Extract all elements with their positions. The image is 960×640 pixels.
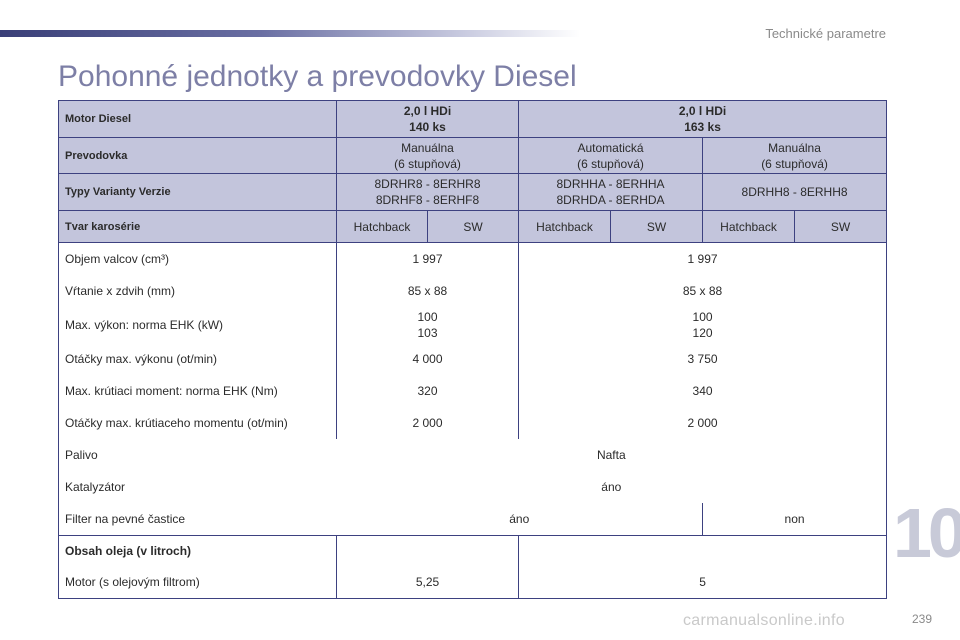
oil-a: 5,25 [335, 566, 519, 599]
gearbox-c-type: Manuálna [768, 140, 821, 155]
engine-b-cell: 2,0 l HDi 163 ks [518, 100, 888, 138]
row-oil-engine: Motor (s olejovým filtrom) 5,25 5 [58, 566, 888, 599]
gearbox-a-speeds: (6 stupňová) [394, 156, 461, 171]
row-torque-rpm: Otáčky max. krútiaceho momentu (ot/min) … [58, 406, 888, 439]
engine-a-cell: 2,0 l HDi 140 ks [335, 100, 520, 138]
gearbox-label: Prevodovka [58, 137, 337, 174]
row-body: Tvar karosérie Hatchback SW Hatchback SW… [58, 210, 888, 243]
engine-b-name: 2,0 l HDi [678, 104, 727, 118]
row-gearbox: Prevodovka Manuálna (6 stupňová) Automat… [58, 137, 888, 174]
fuel-label: Palivo [58, 438, 337, 471]
row-catalyst: Katalyzátor áno [58, 470, 888, 503]
power-rpm-label: Otáčky max. výkonu (ot/min) [58, 342, 337, 375]
bore-a: 85 x 88 [335, 274, 519, 307]
power-b-value-1: 100 [692, 309, 713, 324]
filter-a: áno [336, 502, 703, 536]
body-c-sw: SW [794, 210, 888, 243]
row-bore-stroke: Vŕtanie x zdvih (mm) 85 x 88 85 x 88 [58, 274, 888, 307]
torque-rpm-b: 2 000 [518, 406, 888, 439]
torque-a: 320 [335, 374, 519, 407]
watermark: carmanualsonline.info [683, 612, 845, 629]
page-title: Pohonné jednotky a prevodovky Diesel [58, 60, 577, 93]
torque-rpm-label: Otáčky max. krútiaceho momentu (ot/min) [58, 406, 337, 439]
fuel-value: Nafta [336, 438, 888, 471]
row-types: Typy Varianty Verzie 8DRHR8 - 8ERHR8 8DR… [58, 173, 888, 211]
oil-engine-label: Motor (s olejovým filtrom) [58, 566, 337, 599]
power-rpm-a: 4 000 [335, 342, 519, 375]
power-b-value-2: 120 [692, 325, 713, 340]
torque-label: Max. krútiaci moment: norma EHK (Nm) [58, 374, 337, 407]
row-particle-filter: Filter na pevné častice áno non [58, 502, 888, 536]
oil-header-a [335, 535, 519, 567]
power-a-value-2: 103 [417, 325, 438, 340]
section-title: Technické parametre [765, 26, 886, 41]
displacement-b: 1 997 [518, 242, 888, 275]
gearbox-c-speeds: (6 stupňová) [761, 156, 828, 171]
body-c-hatchback: Hatchback [702, 210, 796, 243]
engine-b-power: 163 ks [684, 120, 721, 134]
bore-b: 85 x 88 [518, 274, 888, 307]
types-label: Typy Varianty Verzie [58, 173, 337, 211]
power-a-cell: 100 103 [335, 306, 519, 343]
gearbox-b-cell: Automatická (6 stupňová) [518, 137, 704, 174]
bore-label: Vŕtanie x zdvih (mm) [58, 274, 337, 307]
power-label: Max. výkon: norma EHK (kW) [58, 306, 337, 343]
filter-label: Filter na pevné častice [58, 502, 337, 536]
body-a-hatchback: Hatchback [336, 210, 428, 243]
engine-a-power: 140 ks [409, 120, 446, 134]
gearbox-b-type: Automatická [577, 140, 644, 155]
chapter-number: 10 [893, 494, 960, 572]
body-label: Tvar karosérie [58, 210, 337, 243]
row-fuel: Palivo Nafta [58, 438, 888, 471]
gearbox-a-type: Manuálna [401, 140, 454, 155]
page-number: 239 [912, 612, 933, 626]
torque-b: 340 [518, 374, 888, 407]
power-a-value-1: 100 [417, 309, 438, 324]
row-displacement: Objem valcov (cm³) 1 997 1 997 [58, 242, 888, 275]
header-accent-bar [0, 30, 580, 37]
types-b-cell: 8DRHHA - 8ERHHA 8DRHDA - 8ERHDA [518, 173, 704, 211]
oil-b: 5 [518, 566, 888, 599]
types-a-line-1: 8DRHR8 - 8ERHR8 [374, 177, 481, 191]
row-torque: Max. krútiaci moment: norma EHK (Nm) 320… [58, 374, 888, 407]
oil-label: Obsah oleja (v litroch) [58, 535, 337, 567]
body-b-sw: SW [610, 210, 704, 243]
types-a-line-2: 8DRHF8 - 8ERHF8 [375, 193, 480, 207]
displacement-label: Objem valcov (cm³) [58, 242, 337, 275]
gearbox-c-cell: Manuálna (6 stupňová) [702, 137, 888, 174]
types-b-line-2: 8DRHDA - 8ERHDA [556, 193, 665, 207]
displacement-a: 1 997 [335, 242, 519, 275]
row-power-rpm: Otáčky max. výkonu (ot/min) 4 000 3 750 [58, 342, 888, 375]
filter-b: non [702, 502, 888, 536]
oil-header-b [518, 535, 888, 567]
diesel-specs-table: Motor Diesel 2,0 l HDi 140 ks 2,0 l HDi … [58, 100, 888, 599]
types-c-cell: 8DRHH8 - 8ERHH8 [702, 173, 888, 211]
row-motor: Motor Diesel 2,0 l HDi 140 ks 2,0 l HDi … [58, 100, 888, 138]
engine-a-name: 2,0 l HDi [403, 104, 452, 118]
gearbox-a-cell: Manuálna (6 stupňová) [335, 137, 520, 174]
torque-rpm-a: 2 000 [335, 406, 519, 439]
body-b-hatchback: Hatchback [518, 210, 612, 243]
catalyst-value: áno [336, 470, 888, 503]
power-b-cell: 100 120 [518, 306, 888, 343]
body-a-sw: SW [426, 210, 520, 243]
types-b-line-1: 8DRHHA - 8ERHHA [556, 177, 665, 191]
gearbox-b-speeds: (6 stupňová) [577, 156, 644, 171]
types-a-cell: 8DRHR8 - 8ERHR8 8DRHF8 - 8ERHF8 [335, 173, 520, 211]
power-rpm-b: 3 750 [518, 342, 888, 375]
row-max-power: Max. výkon: norma EHK (kW) 100 103 100 1… [58, 306, 888, 343]
catalyst-label: Katalyzátor [58, 470, 337, 503]
row-oil-header: Obsah oleja (v litroch) [58, 535, 888, 567]
motor-label: Motor Diesel [58, 100, 337, 138]
